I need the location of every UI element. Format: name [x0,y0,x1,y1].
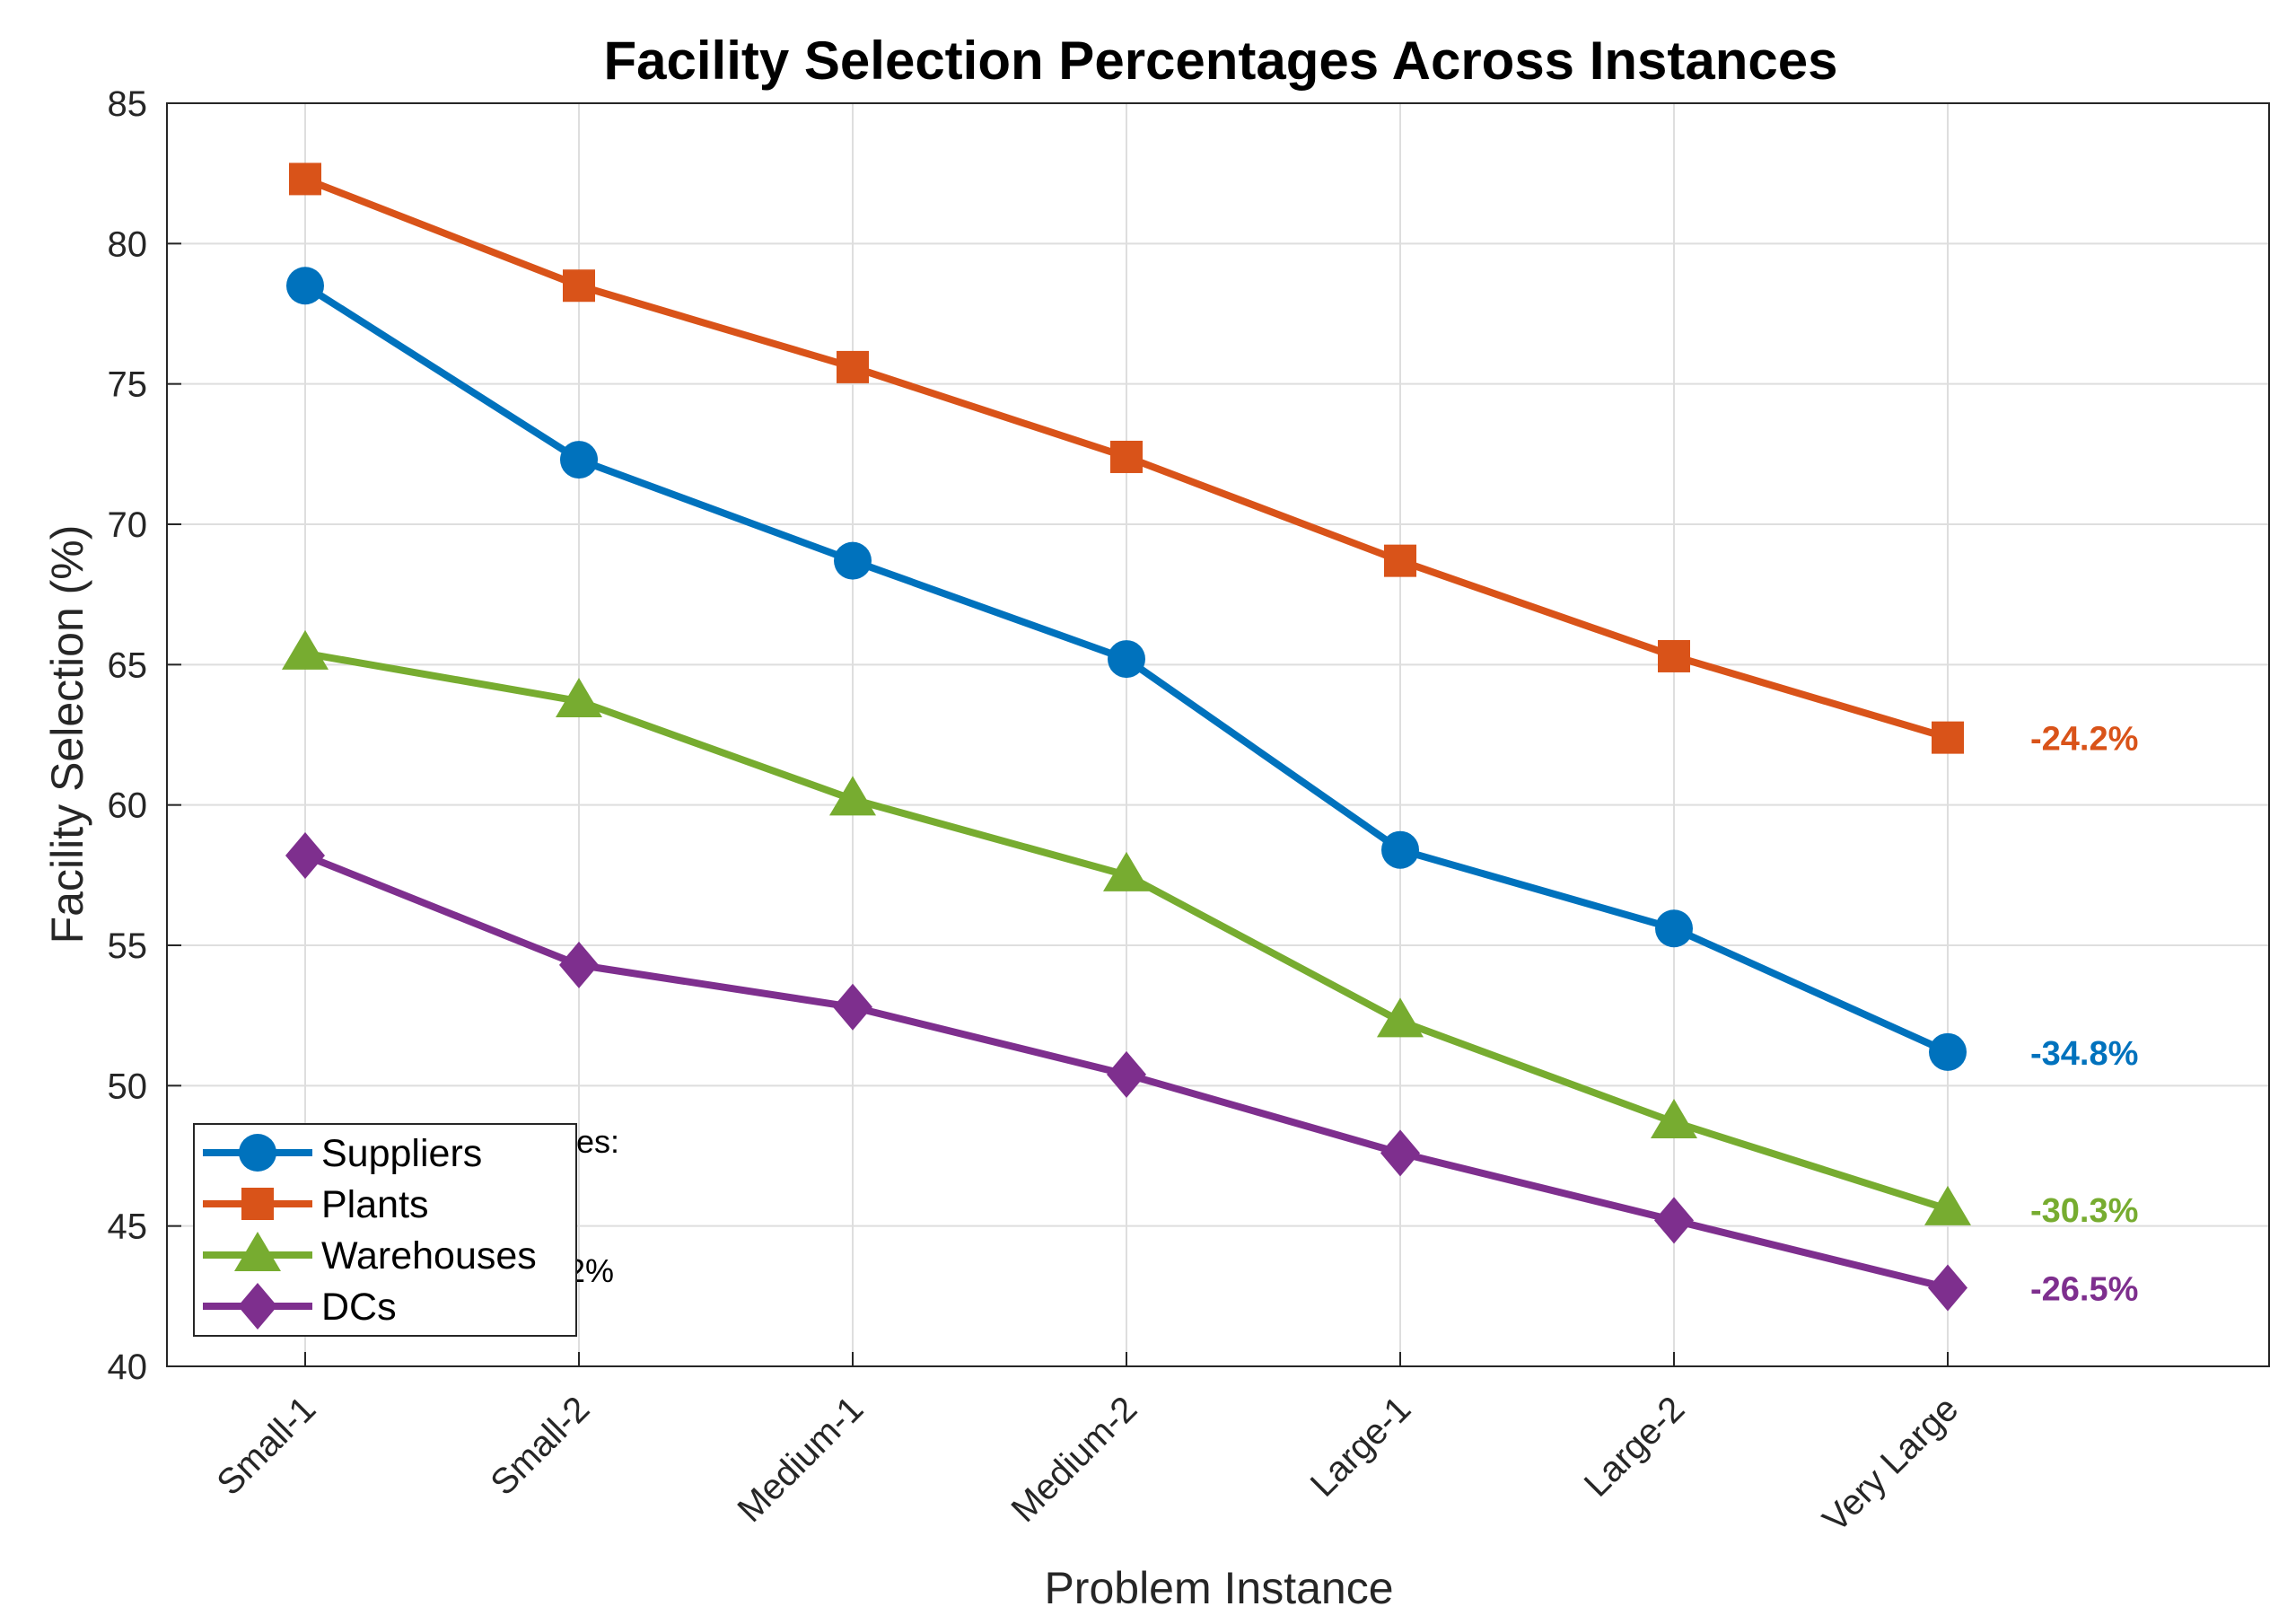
data-point-suppliers [1381,830,1419,869]
data-point-dcs [559,941,599,988]
data-point-warehouses [282,629,329,670]
y-tick-label: 65 [108,645,148,685]
x-tick-label: Large-2 [1577,1389,1693,1505]
data-point-plants [1932,721,1964,754]
y-tick-label: 60 [108,786,148,826]
y-tick-label: 45 [108,1207,148,1247]
data-point-warehouses [556,677,602,717]
y-tick-label: 70 [108,505,148,545]
series-suppliers [286,267,1967,1071]
data-point-warehouses [1377,997,1424,1038]
x-tick-label: Medium-1 [730,1389,871,1530]
series-layer [282,162,1971,1312]
x-axis-ticks: Small-1 Small-2 Medium-1 Medium-2 Large-1 Lar… [209,1352,1966,1540]
data-point-dcs [1380,1129,1420,1177]
data-point-plants [563,269,595,303]
legend-marker-warehouses [234,1232,281,1271]
x-tick-label: Small-1 [209,1389,323,1503]
y-tick-label: 85 [108,84,148,124]
change-label-dcs: -26.5% [2030,1270,2138,1308]
legend-label-dcs: DCs [321,1286,397,1329]
data-point-plants [289,162,321,196]
legend: Suppliers Plants Warehouses DCs [193,1123,577,1337]
data-point-dcs [1928,1264,1967,1312]
legend-label-warehouses: Warehouses [321,1234,537,1277]
change-label-plants: -24.2% [2030,721,2138,759]
legend-label-suppliers: Suppliers [321,1132,482,1175]
data-point-plants [1110,440,1143,473]
data-point-plants [837,350,869,383]
data-point-dcs [1654,1197,1694,1244]
legend-marker-plants [241,1188,274,1220]
data-point-warehouses [829,776,876,816]
y-tick-label: 40 [108,1347,148,1387]
y-tick-label: 80 [108,224,148,264]
legend-item-warehouses: Warehouses [203,1232,537,1277]
legend-marker-suppliers [239,1134,276,1172]
plot-frame [166,102,2270,1367]
data-point-suppliers [1929,1032,1967,1071]
y-tick-label: 75 [108,365,148,405]
data-point-suppliers [1655,909,1693,948]
data-point-suppliers [286,267,324,305]
change-label-suppliers: -34.8% [2030,1035,2138,1073]
x-tick-label: Medium-2 [1003,1389,1144,1530]
data-point-plants [1658,639,1690,672]
series-warehouses [282,629,1971,1225]
change-annotations: -34.8% -24.2% -30.3% -26.5% [2030,721,2138,1309]
x-tick-label: Large-1 [1303,1389,1419,1505]
legend-item-plants: Plants [203,1183,429,1226]
y-tick-label: 55 [108,926,148,966]
data-point-dcs [1107,1050,1146,1098]
data-point-warehouses [1651,1098,1697,1138]
data-point-warehouses [1924,1185,1971,1225]
data-point-suppliers [1108,640,1145,679]
x-axis-label: Problem Instance [1044,1563,1393,1613]
data-point-suppliers [834,541,872,580]
data-point-dcs [833,983,872,1031]
data-point-suppliers [560,441,598,479]
data-point-warehouses [1103,851,1150,891]
legend-item-dcs: DCs [203,1283,397,1330]
data-point-dcs [285,831,325,879]
legend-marker-dcs [238,1283,277,1330]
y-axis-ticks: 40 45 50 55 60 65 70 75 80 85 [108,84,181,1387]
y-axis-label: Facility Selection (%) [42,525,92,944]
legend-label-plants: Plants [321,1183,429,1226]
series-dcs [285,831,1967,1312]
y-tick-label: 50 [108,1067,148,1106]
series-plants [289,162,1964,754]
x-tick-label: Very Large [1815,1389,1966,1540]
x-tick-label: Small-2 [483,1389,597,1503]
legend-item-suppliers: Suppliers [203,1132,482,1175]
chart-title: Facility Selection Percentages Across In… [603,31,1837,91]
change-label-warehouses: -30.3% [2030,1192,2138,1230]
data-point-plants [1384,544,1416,577]
